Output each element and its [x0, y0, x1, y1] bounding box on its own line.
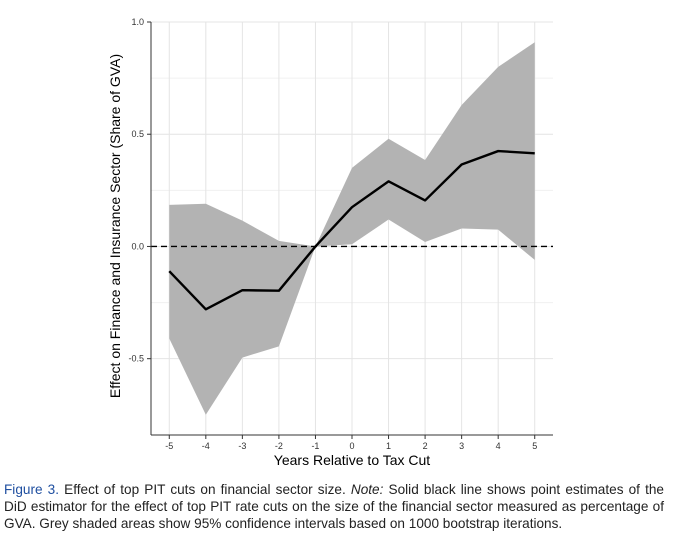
x-tick-label: 0: [349, 441, 354, 451]
x-tick-label: -1: [311, 441, 319, 451]
note-text: Solid black line shows point estimates o…: [4, 482, 664, 531]
note-label: Note:: [350, 482, 384, 497]
confidence-band: [169, 42, 535, 415]
figure-caption: Figure 3. Effect of top PIT cuts on fina…: [4, 481, 664, 532]
x-tick-label: -3: [238, 441, 246, 451]
point-estimate-line: [168, 149, 535, 311]
x-tick-label: -4: [202, 441, 210, 451]
axes-layer: [147, 21, 553, 439]
y-tick-label: 0.5: [131, 129, 144, 139]
confidence-band-layer: [169, 42, 535, 415]
y-tick-label: 0.0: [131, 241, 144, 251]
point-estimate-layer: [168, 149, 535, 311]
x-axis-label: Years Relative to Tax Cut: [274, 452, 431, 468]
y-tick-label: -0.5: [128, 354, 144, 364]
x-tick-label: 5: [532, 441, 537, 451]
tick-labels-layer: -0.5 0.0 0.5 1.0 -5 -4 -3 -2 -1 0 1 2 3 4 5: [128, 17, 537, 451]
y-tick-label: 1.0: [131, 17, 144, 27]
x-tick-label: 4: [496, 441, 501, 451]
x-tick-label: 3: [459, 441, 464, 451]
caption-title: Effect of top PIT cuts on financial sect…: [59, 482, 351, 497]
x-tick-label: 2: [423, 441, 428, 451]
y-axis-label: Effect on Finance and Insurance Sector (…: [107, 54, 123, 398]
x-tick-label: -5: [165, 441, 173, 451]
figure-label: Figure 3.: [4, 482, 60, 497]
did-effect-chart: -0.5 0.0 0.5 1.0 -5 -4 -3 -2 -1 0 1 2 3 4 5 Years Rela…: [107, 17, 553, 468]
x-tick-label: 1: [386, 441, 391, 451]
x-tick-label: -2: [275, 441, 283, 451]
